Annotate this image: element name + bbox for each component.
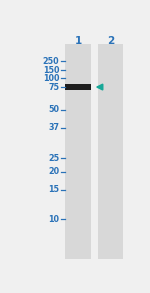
Text: 10: 10 (48, 214, 59, 224)
Text: 75: 75 (48, 83, 59, 91)
Text: 2: 2 (107, 36, 114, 46)
Bar (98, 44, 123, 258)
Text: 20: 20 (48, 167, 59, 176)
Text: 150: 150 (43, 66, 59, 75)
Text: 15: 15 (48, 185, 59, 194)
Text: 37: 37 (48, 123, 59, 132)
Bar (65, 44, 91, 258)
Text: 1: 1 (74, 36, 82, 46)
Text: 250: 250 (43, 57, 59, 66)
Bar (65, 84, 91, 90)
Text: 50: 50 (48, 105, 59, 114)
Text: 100: 100 (43, 74, 59, 83)
Text: 25: 25 (48, 154, 59, 163)
